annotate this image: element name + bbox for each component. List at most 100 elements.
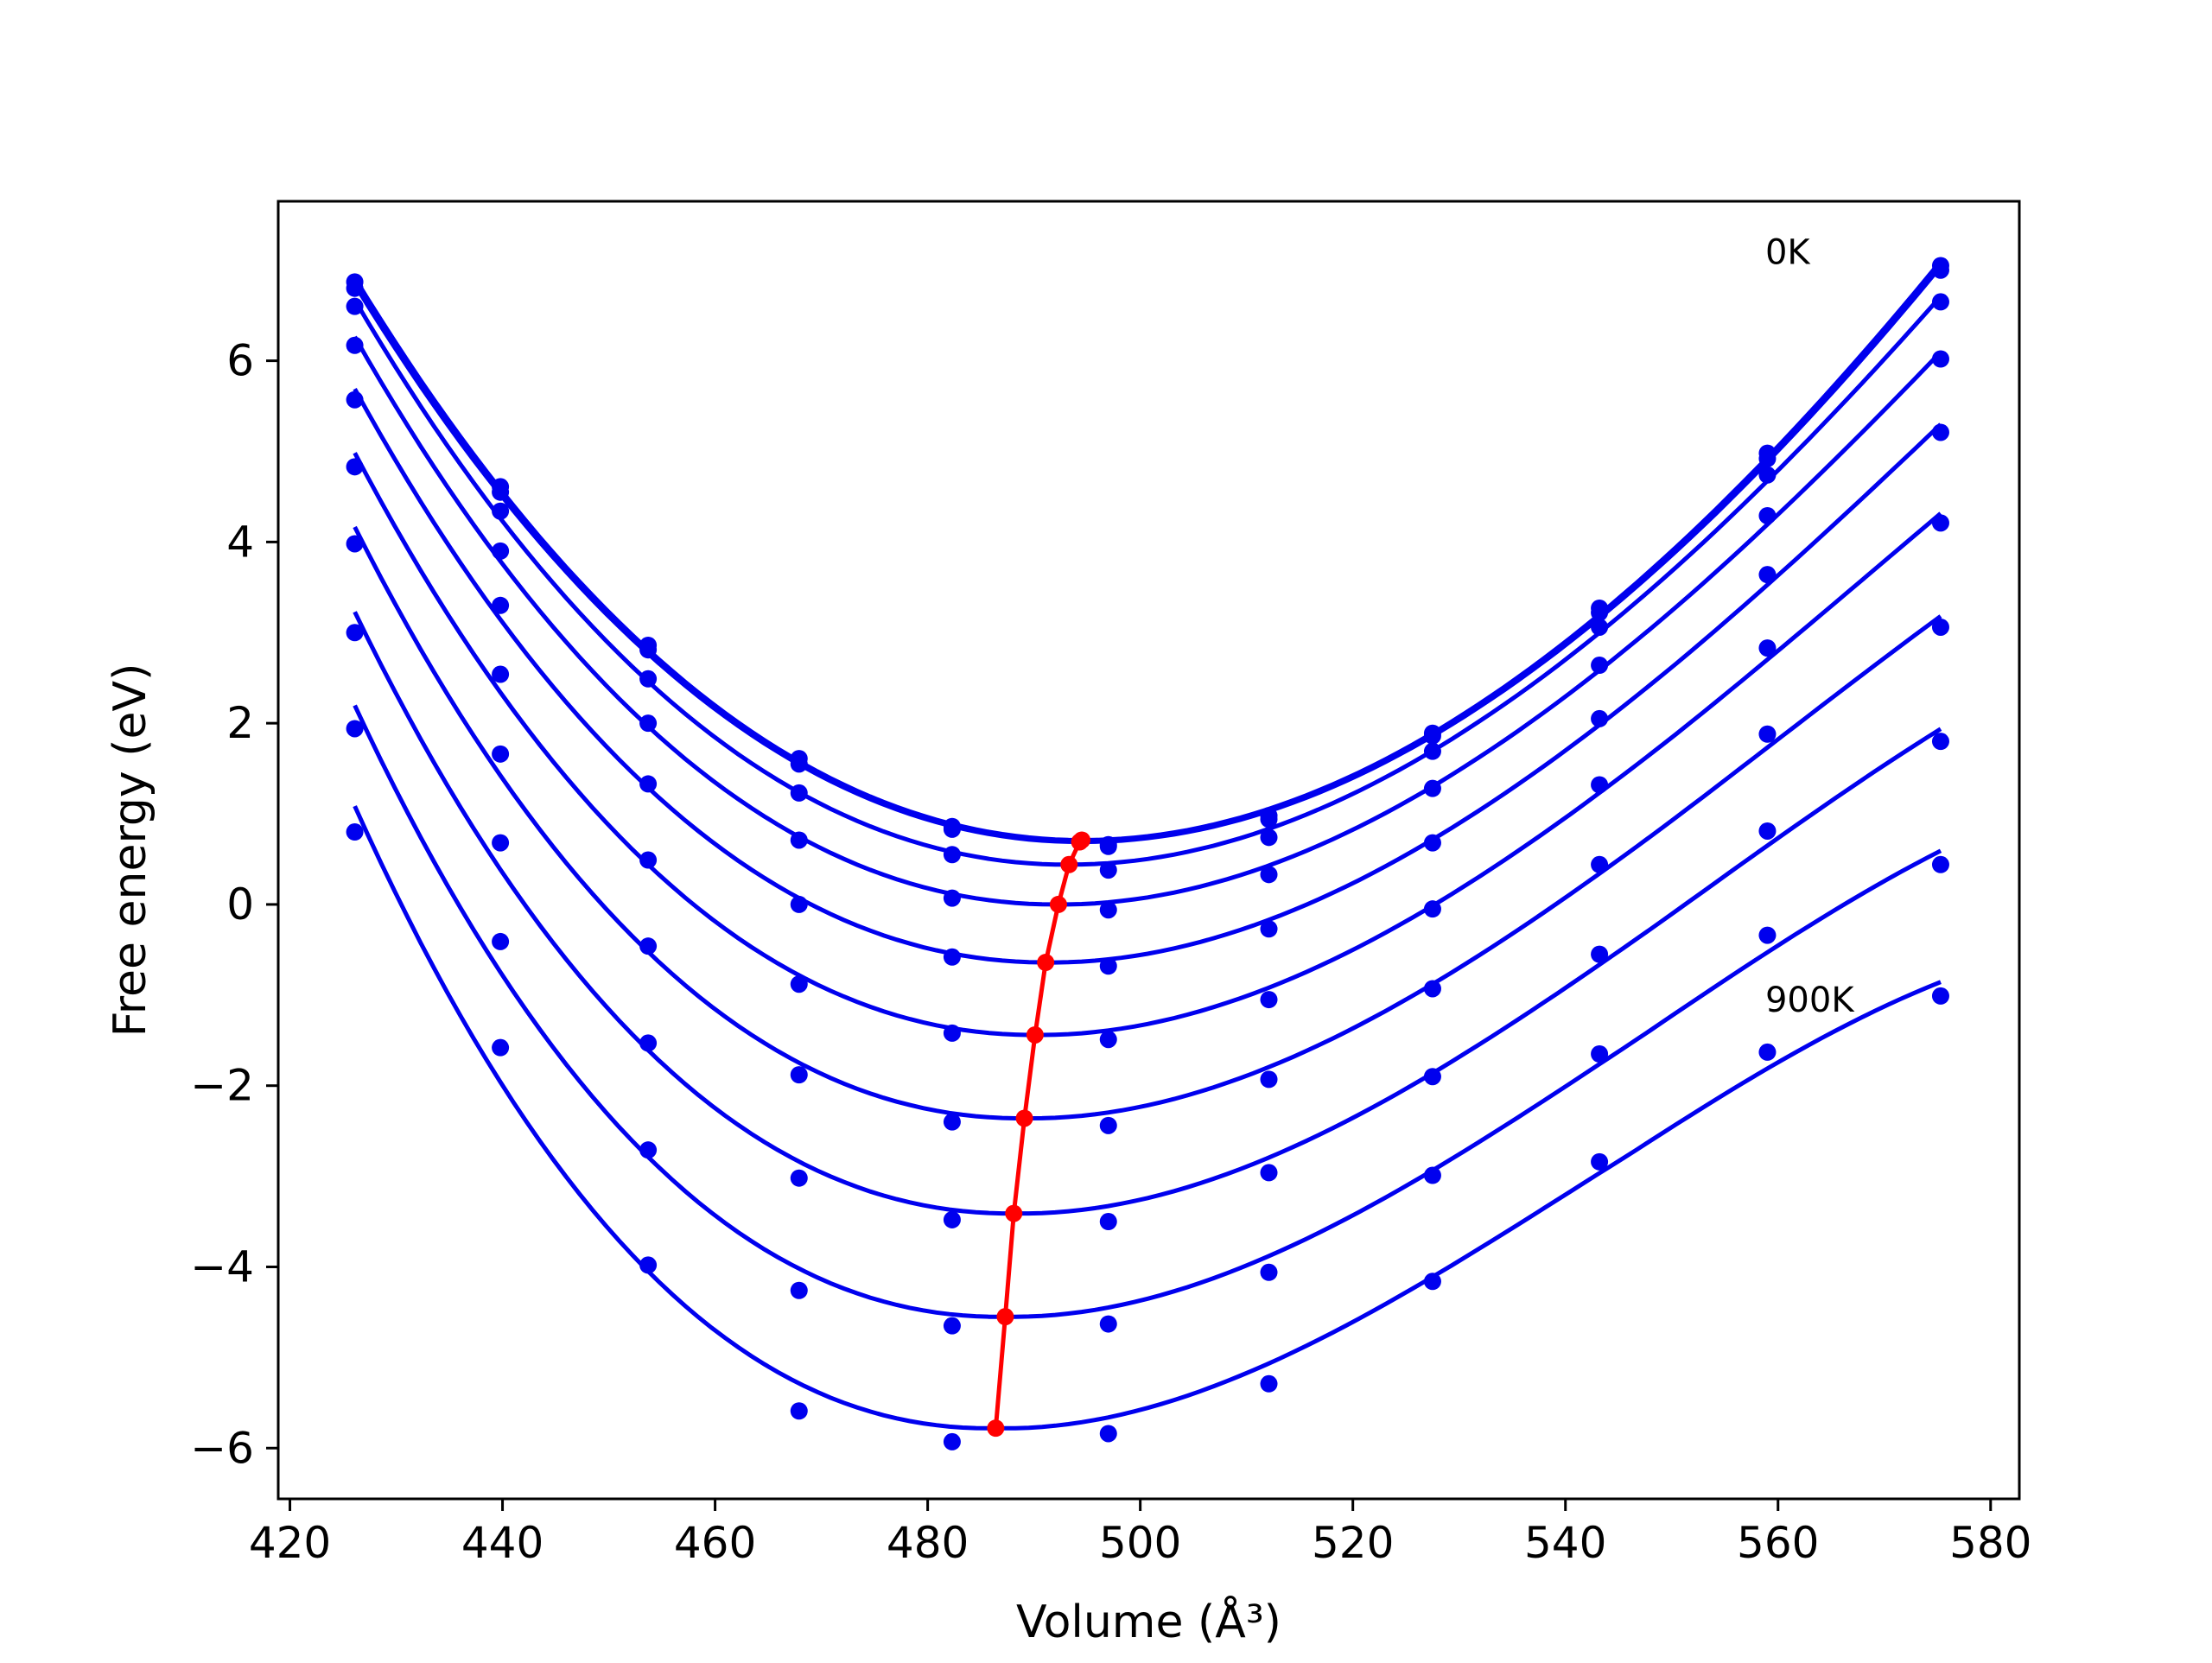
data-point — [492, 745, 510, 763]
data-point — [492, 483, 510, 501]
data-point — [1423, 900, 1441, 918]
data-point — [790, 1169, 808, 1187]
temperature-annotation: 0K — [1765, 233, 1811, 273]
data-point — [1591, 1044, 1609, 1063]
data-point — [639, 775, 658, 793]
x-axis-label: Volume (Å³) — [1016, 1595, 1281, 1648]
x-tick-label: 520 — [1312, 1518, 1394, 1568]
fit-curve — [353, 264, 1942, 845]
data-point — [1931, 423, 1949, 441]
data-point — [1591, 618, 1609, 636]
axes-frame — [276, 200, 2021, 1501]
data-point — [1931, 855, 1949, 873]
minimum-point — [1071, 833, 1089, 851]
data-point — [943, 948, 961, 966]
data-point — [1423, 1166, 1441, 1184]
data-point — [1423, 727, 1441, 745]
data-point — [943, 820, 961, 838]
data-point — [1591, 855, 1609, 873]
x-tick-label: 500 — [1099, 1518, 1181, 1568]
data-point — [1099, 1031, 1117, 1049]
data-point — [1758, 1043, 1777, 1061]
y-tick-label: −2 — [190, 1061, 254, 1111]
fit-curve — [353, 387, 1942, 965]
data-point — [1099, 1425, 1117, 1443]
data-point — [639, 641, 658, 659]
data-point — [492, 932, 510, 950]
data-point — [346, 624, 364, 642]
data-point — [1758, 639, 1777, 657]
data-point — [1758, 566, 1777, 584]
fit-curve — [353, 452, 1942, 1038]
data-point — [1099, 957, 1117, 975]
data-point — [639, 1034, 658, 1052]
y-tick-label: 4 — [226, 517, 254, 567]
fit-curve — [353, 611, 1942, 1216]
data-point — [346, 535, 364, 553]
data-point — [1260, 991, 1278, 1009]
data-point — [790, 784, 808, 802]
data-point — [1758, 449, 1777, 467]
data-point — [639, 1256, 658, 1274]
fit-curve — [353, 259, 1942, 843]
data-point — [790, 895, 808, 913]
data-point — [1931, 261, 1949, 279]
data-point — [943, 1024, 961, 1042]
fit-curve — [353, 704, 1942, 1319]
minimum-point — [1005, 1204, 1023, 1222]
data-point — [943, 1210, 961, 1228]
x-tick-label: 480 — [887, 1518, 969, 1568]
y-tick-label: −6 — [190, 1423, 254, 1473]
data-point — [1260, 1374, 1278, 1393]
data-point — [346, 390, 364, 409]
data-point — [1931, 618, 1949, 636]
data-point — [1423, 779, 1441, 797]
data-point — [492, 665, 510, 683]
data-point — [1591, 1152, 1609, 1171]
data-point — [1758, 506, 1777, 524]
x-tick-label: 420 — [249, 1518, 331, 1568]
data-point — [1591, 657, 1609, 675]
data-point — [1423, 1068, 1441, 1086]
data-point — [790, 1281, 808, 1299]
x-tick-label: 540 — [1524, 1518, 1606, 1568]
minimum-point — [987, 1419, 1005, 1438]
data-point — [1260, 866, 1278, 884]
data-point — [1260, 810, 1278, 828]
annotations: 0K 900K — [1765, 233, 1855, 1020]
data-point — [1591, 945, 1609, 963]
data-point — [1758, 466, 1777, 484]
y-axis-label: Free energy (eV) — [105, 663, 156, 1038]
data-point — [639, 1141, 658, 1159]
minimum-point — [996, 1308, 1014, 1326]
x-tick-label: 440 — [461, 1518, 543, 1568]
data-point — [1099, 837, 1117, 855]
minimum-point — [1060, 855, 1078, 873]
data-point — [943, 1432, 961, 1450]
plot-area — [346, 257, 1949, 1450]
data-point — [1260, 920, 1278, 938]
data-point — [1423, 834, 1441, 852]
data-point — [1099, 1315, 1117, 1333]
data-point — [1260, 828, 1278, 847]
data-point — [1099, 1116, 1117, 1134]
y-tick-label: 6 — [226, 336, 254, 386]
data-point — [492, 1038, 510, 1057]
data-point — [1931, 987, 1949, 1005]
y-tick-label: 0 — [226, 879, 254, 930]
data-point — [1591, 604, 1609, 622]
data-point — [346, 720, 364, 738]
data-point — [943, 1113, 961, 1131]
data-point — [1423, 742, 1441, 760]
minimum-path-line — [993, 838, 1084, 1429]
data-point — [1099, 1213, 1117, 1231]
x-tick-label: 460 — [674, 1518, 756, 1568]
data-point — [639, 714, 658, 733]
minimum-point — [1015, 1109, 1033, 1127]
data-point — [1758, 822, 1777, 840]
data-point — [1758, 926, 1777, 944]
data-point — [790, 755, 808, 773]
data-point — [943, 846, 961, 864]
